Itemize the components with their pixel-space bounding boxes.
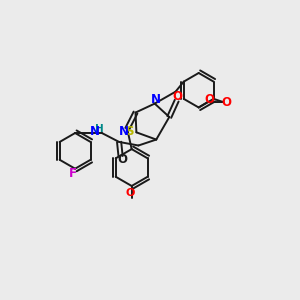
Text: H: H xyxy=(95,124,104,134)
Text: N: N xyxy=(90,125,100,138)
Text: O: O xyxy=(204,93,214,106)
Text: N: N xyxy=(151,93,161,106)
Text: O: O xyxy=(172,90,182,103)
Text: O: O xyxy=(117,153,127,166)
Text: O: O xyxy=(125,188,135,198)
Text: N: N xyxy=(118,125,129,138)
Text: F: F xyxy=(69,167,77,180)
Text: S: S xyxy=(126,125,134,138)
Text: O: O xyxy=(221,96,231,109)
